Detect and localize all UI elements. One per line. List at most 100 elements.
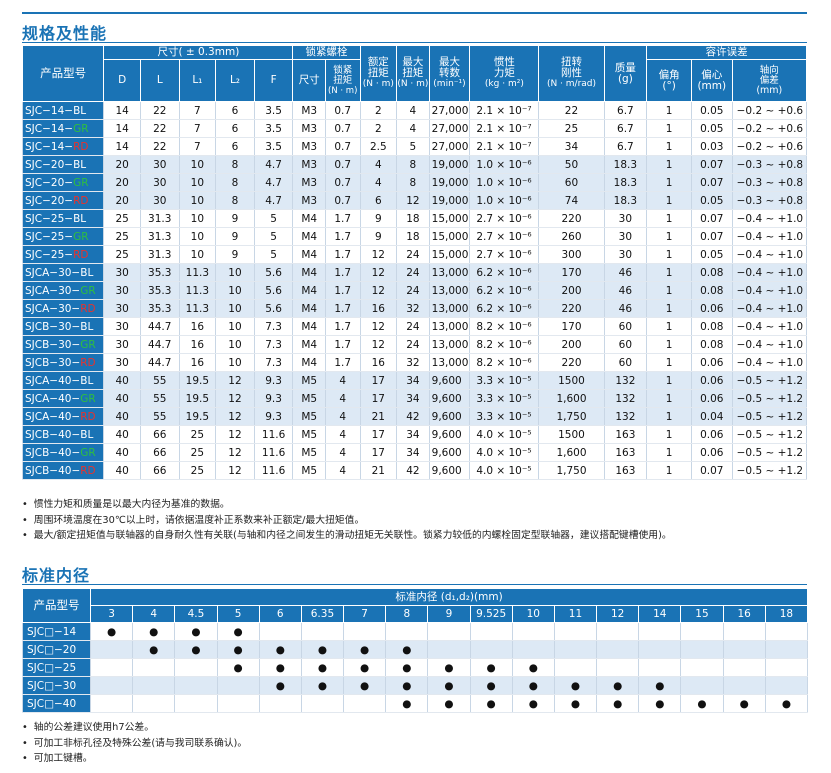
cell-stiff: 220 [538, 299, 605, 318]
bore-empty-cell [89, 640, 134, 659]
cell-f: 11.6 [253, 443, 294, 462]
cell-tq: 4 [324, 371, 361, 390]
cell-f: 5 [253, 245, 294, 264]
cell-tq: 1.7 [324, 353, 361, 372]
cell-axial: −0.5 ~ +1.2 [731, 443, 808, 462]
cell-axial: −0.4 ~ +1.0 [731, 317, 808, 336]
cell-ecc: 0.08 [690, 317, 733, 336]
cell-speed: 27,000 [428, 119, 471, 138]
cell-ecc: 0.04 [690, 407, 733, 426]
model-prefix: SJC−25− [25, 212, 74, 225]
cell-axial: −0.4 ~ +1.0 [731, 299, 808, 318]
model-prefix: SJC−25− [25, 248, 74, 261]
bore-size-header: 16 [722, 605, 766, 623]
bore-size-header: 11 [553, 605, 598, 623]
section-rule-spec [22, 42, 807, 43]
availability-dot: ● [638, 676, 682, 695]
cell-mass: 163 [603, 443, 648, 462]
cell-d: 30 [103, 281, 141, 300]
cell-tq: 1.7 [324, 263, 361, 282]
bore-row: SJC□−20 ● ● ● ● ● ● ● [22, 640, 809, 659]
model-cell: SJCA−40−RD [21, 407, 105, 426]
cell-axial: −0.5 ~ +1.2 [731, 407, 808, 426]
model-cell: SJCA−30−BL [21, 263, 105, 282]
cell-ang: 1 [646, 191, 692, 210]
cell-stiff: 220 [538, 209, 605, 228]
cell-ecc: 0.08 [690, 335, 733, 354]
cell-l2: 10 [215, 299, 255, 318]
availability-dot: ● [300, 640, 345, 659]
table-row: SJCA−30−RD 30 35.3 11.3 10 5.6 M4 1.7 16 32 13,000… [21, 299, 808, 318]
availability-dot: ● [174, 622, 218, 641]
cell-speed: 9,600 [428, 407, 471, 426]
model-color-suffix: BL [73, 158, 87, 171]
model-color-suffix: GR [80, 446, 96, 459]
bore-empty-cell [132, 658, 176, 677]
table-row: SJCA−30−GR 30 35.3 11.3 10 5.6 M4 1.7 12 24 13,000… [21, 281, 808, 300]
cell-ang: 1 [646, 137, 692, 156]
cell-l: 44.7 [139, 353, 180, 372]
bore-empty-cell [89, 658, 134, 677]
cell-speed: 15,000 [428, 209, 471, 228]
cell-stiff: 25 [538, 119, 605, 138]
model-color-suffix: BL [73, 104, 87, 117]
cell-l2: 9 [215, 227, 255, 246]
bore-size-header: 18 [764, 605, 809, 623]
col-axial: 轴向偏差 (mm) [731, 59, 808, 102]
cell-l: 35.3 [139, 281, 180, 300]
cell-axial: −0.4 ~ +1.0 [731, 245, 808, 264]
cell-l2: 8 [215, 155, 255, 174]
cell-size: M4 [292, 353, 326, 372]
cell-ang: 1 [646, 425, 692, 444]
cell-max: 32 [396, 299, 430, 318]
cell-axial: −0.5 ~ +1.2 [731, 461, 808, 480]
cell-size: M5 [292, 425, 326, 444]
cell-ecc: 0.06 [690, 353, 733, 372]
bore-empty-cell [638, 640, 682, 659]
cell-l1: 11.3 [178, 263, 217, 282]
bore-table: 产品型号 标准内径 (d₁,d₂)(mm) 3 4 4.5 5 6 6.35 7 8 9 9.52… [22, 588, 809, 713]
cell-ang: 1 [646, 173, 692, 192]
cell-stiff: 50 [538, 155, 605, 174]
cell-d: 30 [103, 263, 141, 282]
model-color-suffix: GR [73, 176, 89, 189]
cell-d: 30 [103, 299, 141, 318]
cell-l2: 8 [215, 173, 255, 192]
cell-l1: 10 [178, 227, 217, 246]
cell-inertia: 4.0 × 10⁻⁵ [469, 425, 540, 444]
cell-l1: 16 [178, 317, 217, 336]
model-prefix: SJCA−30− [25, 266, 81, 279]
cell-f: 5 [253, 227, 294, 246]
bore-empty-cell [469, 640, 513, 659]
cell-l1: 25 [178, 425, 217, 444]
cell-max: 34 [396, 425, 430, 444]
cell-axial: −0.4 ~ +1.0 [731, 209, 808, 228]
cell-mass: 46 [603, 263, 648, 282]
availability-dot: ● [216, 640, 260, 659]
model-color-suffix: BL [73, 212, 87, 225]
cell-size: M5 [292, 371, 326, 390]
cell-d: 25 [103, 227, 141, 246]
model-cell: SJCB−30−BL [21, 317, 105, 336]
col-inertia: 惯性力矩 (kg · m²) [469, 45, 540, 102]
bore-empty-cell [258, 622, 302, 641]
cell-size: M4 [292, 335, 326, 354]
cell-rated: 12 [359, 317, 398, 336]
bore-row: SJC□−14 ● ● ● ● [22, 622, 809, 641]
cell-mass: 60 [603, 353, 648, 372]
model-cell: SJC−20−RD [21, 191, 105, 210]
bore-empty-cell [680, 658, 724, 677]
availability-dot: ● [89, 622, 134, 641]
cell-max: 42 [396, 461, 430, 480]
cell-f: 7.3 [253, 335, 294, 354]
cell-rated: 9 [359, 227, 398, 246]
cell-size: M4 [292, 227, 326, 246]
cell-l: 35.3 [139, 263, 180, 282]
cell-l: 31.3 [139, 245, 180, 264]
note-item: 最大/额定扭矩值与联轴器的自身耐久性有关联(与轴和内径之间发生的滑动扭矩无关联性… [22, 528, 672, 544]
bore-empty-cell [258, 694, 302, 713]
model-cell: SJCB−40−BL [21, 425, 105, 444]
availability-dot: ● [511, 658, 555, 677]
cell-inertia: 2.1 × 10⁻⁷ [469, 101, 540, 120]
model-prefix: SJC−20− [25, 158, 74, 171]
